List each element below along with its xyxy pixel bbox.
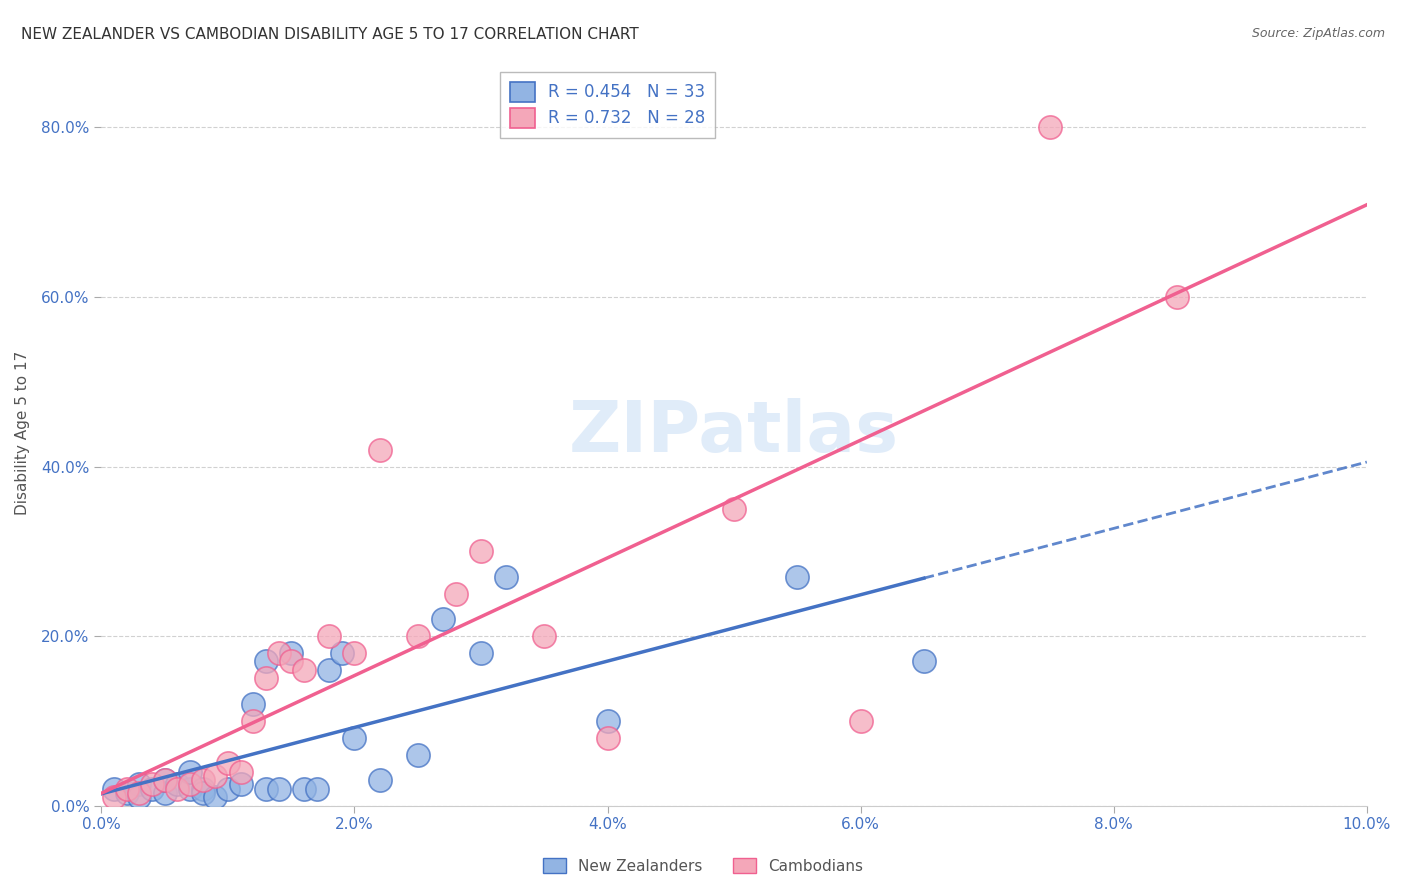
Point bbox=[305, 781, 328, 796]
Point bbox=[343, 731, 366, 745]
Point bbox=[128, 790, 150, 805]
Text: Source: ZipAtlas.com: Source: ZipAtlas.com bbox=[1251, 27, 1385, 40]
Point bbox=[318, 629, 340, 643]
Point bbox=[533, 629, 555, 643]
Point bbox=[179, 777, 201, 791]
Point bbox=[191, 781, 214, 796]
Point bbox=[470, 646, 492, 660]
Legend: New Zealanders, Cambodians: New Zealanders, Cambodians bbox=[537, 852, 869, 880]
Point bbox=[368, 442, 391, 457]
Point bbox=[406, 629, 429, 643]
Legend: R = 0.454   N = 33, R = 0.732   N = 28: R = 0.454 N = 33, R = 0.732 N = 28 bbox=[499, 71, 716, 138]
Point bbox=[229, 777, 252, 791]
Point bbox=[254, 672, 277, 686]
Point bbox=[849, 714, 872, 728]
Point bbox=[166, 781, 188, 796]
Point bbox=[254, 655, 277, 669]
Point bbox=[343, 646, 366, 660]
Point bbox=[115, 781, 138, 796]
Point bbox=[153, 773, 176, 788]
Point bbox=[470, 544, 492, 558]
Point bbox=[242, 714, 264, 728]
Point bbox=[229, 764, 252, 779]
Point bbox=[115, 786, 138, 800]
Point bbox=[204, 769, 226, 783]
Point bbox=[912, 655, 935, 669]
Point bbox=[179, 781, 201, 796]
Point bbox=[318, 663, 340, 677]
Point bbox=[128, 777, 150, 791]
Point bbox=[786, 570, 808, 584]
Point bbox=[141, 777, 163, 791]
Point bbox=[444, 587, 467, 601]
Point bbox=[723, 502, 745, 516]
Point bbox=[267, 781, 290, 796]
Point bbox=[166, 777, 188, 791]
Point bbox=[292, 663, 315, 677]
Point bbox=[153, 786, 176, 800]
Point bbox=[103, 781, 125, 796]
Point bbox=[103, 790, 125, 805]
Point bbox=[596, 731, 619, 745]
Y-axis label: Disability Age 5 to 17: Disability Age 5 to 17 bbox=[15, 351, 30, 515]
Point bbox=[217, 756, 239, 771]
Text: ZIPatlas: ZIPatlas bbox=[569, 398, 900, 467]
Point bbox=[280, 655, 302, 669]
Point bbox=[179, 764, 201, 779]
Point bbox=[204, 790, 226, 805]
Point bbox=[280, 646, 302, 660]
Text: NEW ZEALANDER VS CAMBODIAN DISABILITY AGE 5 TO 17 CORRELATION CHART: NEW ZEALANDER VS CAMBODIAN DISABILITY AG… bbox=[21, 27, 638, 42]
Point bbox=[242, 697, 264, 711]
Point bbox=[267, 646, 290, 660]
Point bbox=[1166, 290, 1188, 304]
Point bbox=[191, 786, 214, 800]
Point bbox=[128, 786, 150, 800]
Point bbox=[153, 773, 176, 788]
Point bbox=[254, 781, 277, 796]
Point bbox=[495, 570, 517, 584]
Point bbox=[432, 612, 454, 626]
Point bbox=[330, 646, 353, 660]
Point bbox=[292, 781, 315, 796]
Point bbox=[368, 773, 391, 788]
Point bbox=[191, 773, 214, 788]
Point bbox=[1039, 120, 1062, 135]
Point bbox=[217, 781, 239, 796]
Point bbox=[596, 714, 619, 728]
Point bbox=[406, 747, 429, 762]
Point bbox=[141, 781, 163, 796]
